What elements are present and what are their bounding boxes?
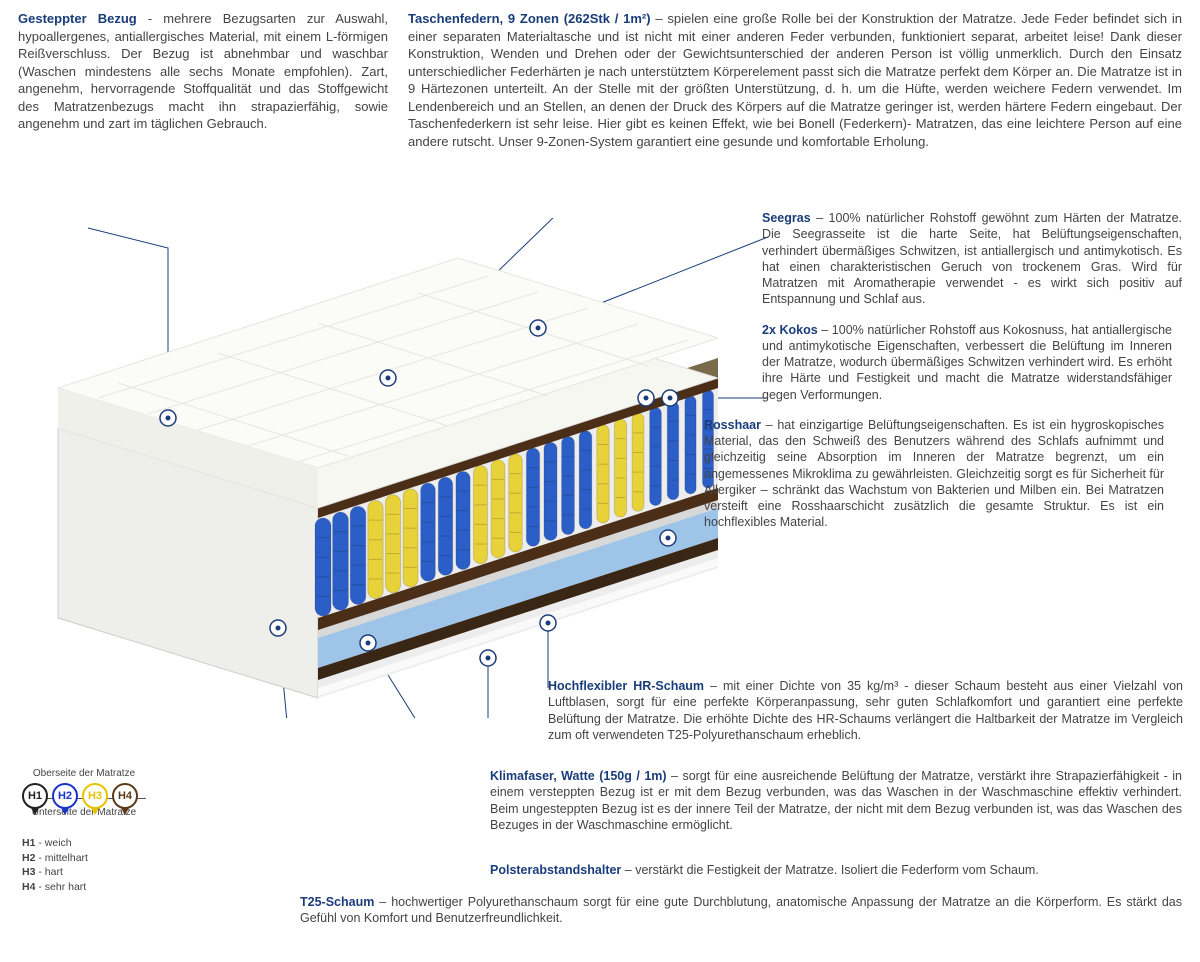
wide-label-1: Klimafaser, Watte (150g / 1m) – sorgt fü… bbox=[490, 768, 1182, 833]
legend-top-label: Oberseite der Matratze bbox=[22, 768, 146, 779]
hardness-row-H3: H3 - hart bbox=[22, 865, 146, 880]
mattress-diagram bbox=[18, 218, 768, 718]
wide-label-3: T25-Schaum – hochwertiger Polyurethansch… bbox=[300, 894, 1182, 927]
spring bbox=[579, 431, 592, 529]
spring bbox=[667, 402, 678, 500]
spring bbox=[333, 512, 349, 610]
legend-circle-icon: H4 bbox=[112, 783, 138, 809]
top-left-text: mehrere Bezugsarten zur Auswahl, hypoall… bbox=[18, 11, 388, 131]
side-labels: Seegras – 100% natürlicher Rohstoff gewö… bbox=[762, 210, 1182, 545]
spring bbox=[368, 501, 383, 599]
hardness-row-H4: H4 - sehr hart bbox=[22, 880, 146, 895]
legend-item-H3: H3 bbox=[82, 783, 108, 815]
label-seegras: Seegras – 100% natürlicher Rohstoff gewö… bbox=[762, 210, 1182, 308]
spring bbox=[650, 407, 662, 505]
pin-icon bbox=[61, 808, 69, 815]
spring bbox=[544, 442, 557, 540]
hardness-row-H1: H1 - weich bbox=[22, 836, 146, 851]
top-left-block: Gesteppter Bezug - mehrere Bezugsarten z… bbox=[18, 10, 388, 150]
spring bbox=[456, 471, 470, 569]
mattress-svg bbox=[18, 218, 768, 718]
spring bbox=[350, 506, 366, 604]
top-right-text: spielen eine große Rolle bei der Konstru… bbox=[408, 11, 1182, 149]
wide-label-0: Hochflexibler HR-Schaum – mit einer Dich… bbox=[548, 678, 1183, 743]
legend-item-H2: H2 bbox=[52, 783, 78, 815]
spring bbox=[562, 437, 575, 535]
legend-circle-icon: H1 bbox=[22, 783, 48, 809]
spring bbox=[385, 495, 400, 593]
spring bbox=[614, 419, 626, 517]
spring bbox=[403, 489, 418, 587]
hardness-row-H2: H2 - mittelhart bbox=[22, 851, 146, 866]
pin-icon bbox=[31, 808, 39, 815]
spring bbox=[526, 448, 539, 546]
legend-circle-icon: H3 bbox=[82, 783, 108, 809]
label-kokos: 2x Kokos – 100% natürlicher Rohstoff aus… bbox=[762, 322, 1172, 403]
top-right-title: Taschenfedern, 9 Zonen (262Stk / 1m²) bbox=[408, 11, 651, 26]
hardness-list: H1 - weichH2 - mittelhartH3 - hartH4 - s… bbox=[22, 836, 146, 895]
spring bbox=[421, 483, 436, 581]
top-right-block: Taschenfedern, 9 Zonen (262Stk / 1m²) – … bbox=[408, 10, 1182, 150]
pin-icon bbox=[91, 808, 99, 815]
spring bbox=[491, 460, 505, 558]
legend-item-H1: H1 bbox=[22, 783, 48, 815]
spring bbox=[474, 466, 488, 564]
pin-icon bbox=[121, 808, 129, 815]
wide-label-2: Polsterabstandshalter – verstärkt die Fe… bbox=[490, 862, 1182, 878]
hardness-legend: Oberseite der Matratze H1H2H3H4 Untersei… bbox=[22, 768, 146, 895]
spring bbox=[438, 477, 452, 575]
legend-circles: H1H2H3H4 bbox=[22, 783, 146, 815]
spring bbox=[685, 396, 696, 494]
label-rosshaar: Rosshaar – hat einzigartige Belüftungsei… bbox=[704, 417, 1164, 531]
legend-circle-icon: H2 bbox=[52, 783, 78, 809]
spring bbox=[632, 413, 644, 511]
legend-item-H4: H4 bbox=[112, 783, 138, 815]
top-left-title: Gesteppter Bezug bbox=[18, 11, 137, 26]
spring bbox=[315, 518, 331, 616]
spring bbox=[509, 454, 523, 552]
spring bbox=[597, 425, 609, 523]
